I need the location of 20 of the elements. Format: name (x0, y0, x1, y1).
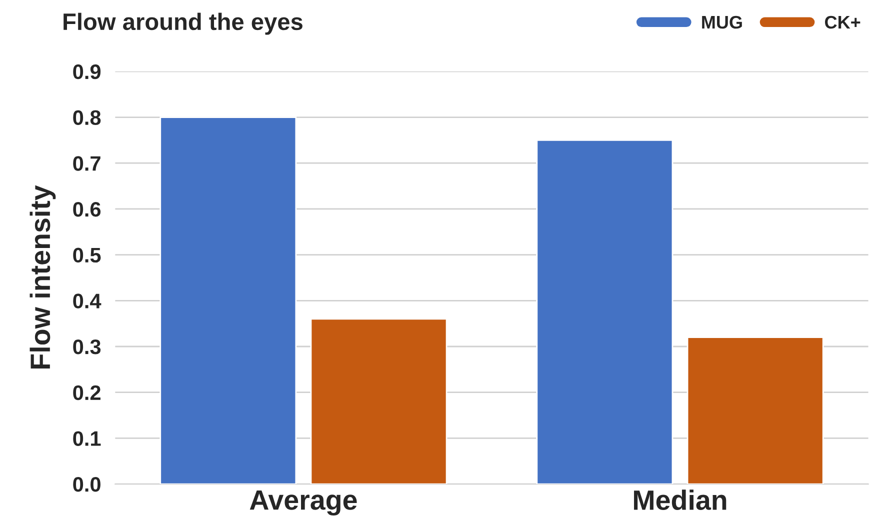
x-tick-label: Average (250, 490, 357, 516)
bar (160, 116, 297, 484)
y-tick-label: 0.8 (73, 110, 101, 126)
y-tick-label: 0.5 (73, 248, 101, 263)
y-tick-label: 0.7 (73, 156, 100, 171)
legend-label: MUG (702, 16, 742, 29)
legend-label: CK+ (825, 16, 860, 29)
y-tick-label: 0.3 (73, 339, 101, 354)
y-tick-label: 0.4 (73, 294, 102, 308)
y-tick-label: 0.0 (73, 477, 100, 492)
y-tick-label: 0.1 (73, 431, 101, 446)
y-axis-title: Flow intensity (30, 185, 56, 368)
bar (686, 336, 824, 484)
y-tick-label: 0.2 (73, 385, 100, 400)
bar (536, 139, 674, 484)
x-tick-label: Median (634, 490, 726, 510)
bar (310, 318, 448, 484)
y-tick-label: 0.9 (73, 64, 101, 80)
y-tick-label: 0.6 (73, 202, 101, 217)
chart-title: Flow around the eyes (64, 12, 302, 35)
